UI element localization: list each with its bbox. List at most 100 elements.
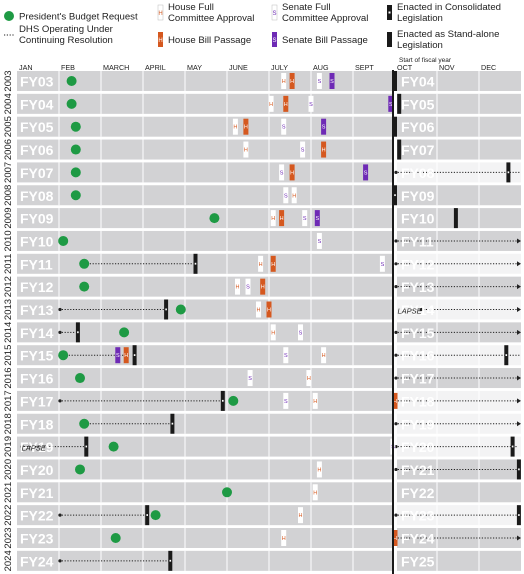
house-committee-glyph: H — [317, 467, 321, 473]
fiscal-year-label: FY09 — [20, 211, 54, 227]
continuing-resolution-arrow — [517, 421, 521, 427]
month-divider — [310, 482, 312, 503]
month-divider — [142, 116, 144, 137]
month-divider — [142, 162, 144, 183]
enacted-standalone-marker — [393, 116, 397, 137]
legend-house-committee-glyph: H — [158, 11, 162, 17]
month-divider — [100, 230, 102, 251]
house-passage-marker — [321, 141, 327, 158]
month-divider — [268, 550, 270, 571]
continuing-resolution-start — [394, 422, 398, 426]
house-committee-glyph: H — [307, 376, 311, 382]
month-divider — [478, 93, 480, 114]
month-label-oct: OCT — [397, 63, 413, 72]
month-divider — [58, 185, 60, 206]
month-label-dec: DEC — [481, 63, 496, 72]
senate-committee-glyph: S — [381, 262, 385, 268]
year-label: 2004 — [3, 93, 14, 114]
continuing-resolution-start — [394, 170, 398, 174]
legend-senate-passage-glyph: S — [272, 38, 276, 44]
house-passage-glyph: H — [393, 536, 397, 542]
year-label: 2010 — [3, 230, 14, 251]
next-fiscal-year-label: FY05 — [401, 96, 435, 112]
budget-request-dot — [70, 121, 81, 132]
continuing-resolution-start — [394, 467, 398, 472]
month-divider — [226, 413, 228, 434]
senate-passage-glyph: S — [116, 353, 120, 359]
legend-house-passage-swatch — [158, 32, 163, 47]
month-divider — [352, 368, 354, 389]
house-committee-glyph: H — [271, 216, 275, 222]
next-fiscal-year-bar — [397, 345, 521, 366]
month-divider — [226, 116, 228, 137]
house-passage-glyph: H — [290, 79, 294, 85]
month-divider — [310, 162, 312, 183]
house-passage-marker — [283, 95, 289, 112]
enacted-consolidated-dot — [165, 308, 167, 311]
fiscal-year-label: FY03 — [20, 74, 54, 90]
next-fiscal-year-bar — [397, 459, 521, 480]
month-divider — [184, 345, 186, 366]
enacted-consolidated-dot — [507, 171, 510, 174]
month-divider — [352, 482, 354, 503]
month-divider — [436, 71, 438, 91]
next-fiscal-year-bar — [397, 162, 521, 183]
month-divider — [310, 116, 312, 137]
month-label-aug: AUG — [313, 63, 329, 72]
house-committee-glyph: H — [269, 102, 273, 108]
month-divider — [100, 322, 102, 343]
fiscal-year-label: FY23 — [20, 531, 54, 547]
month-divider — [226, 162, 228, 183]
legend-enacted-consolidated-label: Enacted in Consolidated Legislation — [397, 2, 504, 24]
next-fiscal-year-label: FY23 — [401, 508, 435, 524]
legend-senate-committee-swatch — [271, 4, 278, 21]
month-divider — [100, 276, 102, 297]
next-fiscal-year-bar — [397, 505, 521, 526]
month-divider — [142, 93, 144, 114]
house-committee-glyph: H — [292, 193, 296, 199]
senate-passage-marker — [321, 118, 327, 135]
continuing-resolution-arrow — [517, 261, 521, 267]
legend-house-committee-label-line2: Committee Approval — [168, 13, 254, 24]
budget-request-dot — [58, 350, 69, 361]
legend-enacted-consolidated-label-line2: Legislation — [397, 13, 443, 24]
month-divider — [310, 230, 312, 251]
senate-committee-marker — [298, 324, 303, 341]
enacted-consolidated-dot — [146, 514, 148, 516]
month-divider — [436, 208, 438, 229]
month-divider — [478, 208, 480, 229]
senate-committee-glyph: S — [280, 170, 284, 176]
month-divider — [142, 185, 144, 206]
next-fiscal-year-bar — [397, 322, 521, 343]
budget-request-dot — [119, 327, 130, 338]
month-divider — [268, 162, 270, 183]
house-passage-glyph: H — [393, 399, 397, 405]
month-divider — [478, 185, 480, 206]
senate-committee-marker — [316, 232, 322, 249]
budget-request-dot — [110, 533, 121, 543]
fiscal-year-label: FY07 — [20, 165, 54, 181]
house-passage-glyph: H — [244, 125, 248, 131]
next-fiscal-year-bar — [397, 550, 521, 571]
month-divider — [58, 71, 60, 91]
month-divider — [58, 253, 60, 274]
next-fiscal-year-bar — [397, 253, 521, 274]
month-divider — [58, 208, 60, 229]
next-fiscal-year-label: FY25 — [401, 553, 435, 569]
month-divider — [142, 368, 144, 389]
month-divider — [226, 528, 228, 548]
month-divider — [352, 390, 354, 411]
month-divider — [184, 368, 186, 389]
continuing-resolution-start — [394, 330, 398, 334]
next-fiscal-year-label: FY24 — [401, 531, 435, 547]
house-passage-marker — [243, 118, 249, 135]
next-fiscal-year-bar — [397, 368, 521, 389]
budget-request-dot — [150, 510, 161, 521]
continuing-resolution-arrow — [517, 375, 521, 381]
continuing-resolution-start — [58, 399, 62, 403]
month-divider — [58, 528, 60, 548]
legend-enacted-consolidated-label-line1: Enacted in Consolidated — [397, 2, 501, 13]
house-passage-marker — [392, 392, 398, 409]
next-fiscal-year-label: FY09 — [401, 188, 435, 204]
